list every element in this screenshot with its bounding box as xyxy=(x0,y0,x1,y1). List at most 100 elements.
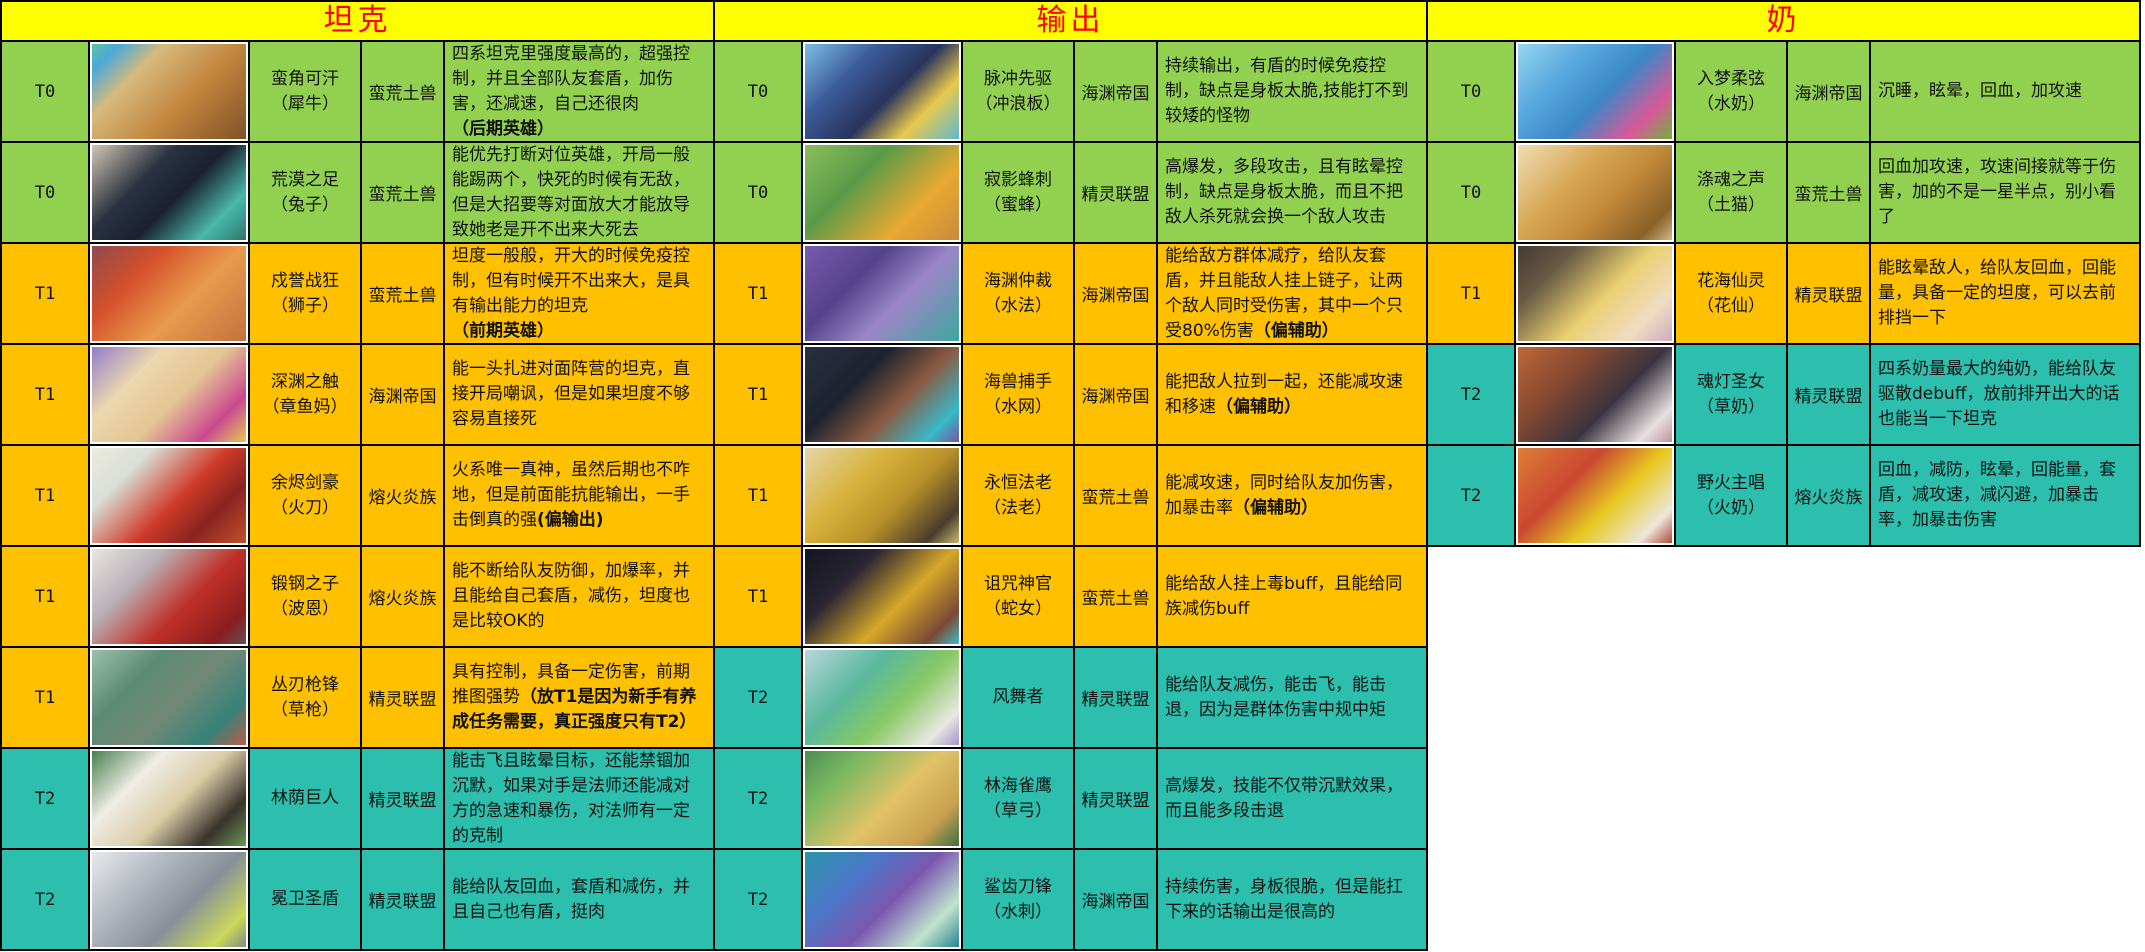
character-portrait xyxy=(1516,143,1674,242)
character-name: 鲨齿刀锋 （水刺） xyxy=(963,850,1073,949)
description-text: 回血加攻速，攻速间接就等于伤害，加的不是一星半点，别小看了 xyxy=(1878,157,2116,227)
name-alias: （草枪） xyxy=(271,699,339,720)
character-portrait xyxy=(1516,446,1674,545)
name-text: 鲨齿刀锋 xyxy=(984,876,1052,897)
faction-label: 精灵联盟 xyxy=(1788,345,1869,444)
tier-label: T1 xyxy=(2,446,88,545)
character-name: 锻钢之子 （波恩） xyxy=(250,547,360,646)
faction-label: 精灵联盟 xyxy=(1075,648,1156,747)
faction-label: 蛮荒土兽 xyxy=(362,42,443,141)
description-cell: 能减攻速，同时给队友加伤害，加暴击率（偏辅助） xyxy=(1158,446,1426,545)
name-text: 涤魂之声 xyxy=(1697,169,1765,190)
name-text: 林海雀鹰 xyxy=(984,775,1052,796)
character-portrait xyxy=(90,244,248,343)
character-portrait xyxy=(803,648,961,747)
description-text: 坦度一般般，开大的时候免疫控制，但有时候开不出来大，是具有输出能力的坦克 xyxy=(452,245,690,316)
description-bold: （偏辅助） xyxy=(1253,320,1339,341)
faction-label: 熔火炎族 xyxy=(1788,446,1869,545)
character-portrait xyxy=(803,345,961,444)
character-portrait xyxy=(1516,345,1674,444)
character-portrait xyxy=(90,345,248,444)
faction-label: 蛮荒土兽 xyxy=(1075,547,1156,646)
description-cell: 能不断给队友防御，加爆率，并且能给自己套盾，减伤，坦度也是比较OK的 xyxy=(445,547,713,646)
tier-label: T1 xyxy=(715,244,801,343)
tier-label: T0 xyxy=(2,42,88,141)
character-portrait xyxy=(90,42,248,141)
name-alias: （蜜蜂） xyxy=(984,194,1052,215)
description-text: 能给队友减伤，能击飞，能击退，因为是群体伤害中规中矩 xyxy=(1165,674,1386,720)
description-text: 能给敌人挂上毒buff，且能给同族减伤buff xyxy=(1165,573,1403,619)
description-cell: 坦度一般般，开大的时候免疫控制，但有时候开不出来大，是具有输出能力的坦克 （前期… xyxy=(445,244,713,343)
name-text: 戍誉战狂 xyxy=(271,270,339,291)
tier-label: T1 xyxy=(1428,244,1514,343)
name-alias: （兔子） xyxy=(271,194,339,215)
description-cell: 能给敌人挂上毒buff，且能给同族减伤buff xyxy=(1158,547,1426,646)
name-alias: （花仙） xyxy=(1697,295,1765,316)
character-portrait xyxy=(803,143,961,242)
tier-label: T1 xyxy=(2,345,88,444)
name-alias: （狮子） xyxy=(271,295,339,316)
character-portrait xyxy=(1516,42,1674,141)
name-text: 深渊之触 xyxy=(271,371,339,392)
name-alias: （冲浪板） xyxy=(975,93,1061,114)
description-text: 高爆发，多段攻击，且有眩晕控制，缺点是身板太脆，而且不把敌人杀死就会换一个敌人攻… xyxy=(1165,157,1403,227)
section-healer: 奶 T0 入梦柔弦 （水奶） 海渊帝国 沉睡，眩晕，回血，加攻速 T0 涤魂之声 （… xyxy=(1426,0,2141,547)
character-portrait xyxy=(803,547,961,646)
name-text: 冕卫圣盾 xyxy=(271,889,339,909)
faction-label: 海渊帝国 xyxy=(1075,42,1156,141)
name-text: 野火主唱 xyxy=(1697,472,1765,493)
character-name: 永恒法老 （法老） xyxy=(963,446,1073,545)
name-text: 魂灯圣女 xyxy=(1697,371,1765,392)
description-text: 沉睡，眩晕，回血，加攻速 xyxy=(1878,81,2082,101)
faction-label: 蛮荒土兽 xyxy=(1075,446,1156,545)
section-title-tank: 坦克 xyxy=(2,2,713,40)
faction-label: 海渊帝国 xyxy=(362,345,443,444)
name-alias: （章鱼妈） xyxy=(262,396,348,417)
description-text: 持续输出，有盾的时候免疫控制，缺点是身板太脆,技能打不到较矮的怪物 xyxy=(1165,56,1409,126)
faction-label: 海渊帝国 xyxy=(1075,850,1156,949)
name-alias: （波恩） xyxy=(271,598,339,619)
description-text: 回血，减防，眩晕，回能量，套盾，减攻速，减闪避，加暴击率，加暴击伤害 xyxy=(1878,460,2116,530)
name-text: 寂影蜂刺 xyxy=(984,169,1052,190)
description-text: 能击飞且眩晕目标，还能禁锢加沉默，如果对手是法师还能减对方的急速和暴伤，对法师有… xyxy=(452,750,690,846)
faction-label: 精灵联盟 xyxy=(1075,143,1156,242)
tier-label: T2 xyxy=(715,749,801,848)
tier-label: T1 xyxy=(715,345,801,444)
tier-label: T0 xyxy=(1428,143,1514,242)
description-text: 能减攻速，同时给队友加伤害，加暴击率 xyxy=(1165,472,1403,518)
description-cell: 四系坦克里强度最高的，超强控制，并且全部队友套盾，加伤害，还减速，自己还很肉 （… xyxy=(445,42,713,141)
character-portrait xyxy=(90,749,248,848)
section-title-dps: 输出 xyxy=(715,2,1426,40)
name-alias: （法老） xyxy=(984,497,1052,518)
description-bold: （放T1是因为新手有养成任务需要，真正强度只有T2） xyxy=(452,687,697,732)
tier-label: T0 xyxy=(715,42,801,141)
faction-label: 海渊帝国 xyxy=(1788,42,1869,141)
character-portrait xyxy=(90,547,248,646)
tier-label: T2 xyxy=(1428,446,1514,545)
character-portrait xyxy=(90,143,248,242)
description-cell: 具有控制，具备一定伤害，前期推图强势（放T1是因为新手有养成任务需要，真正强度只… xyxy=(445,648,713,747)
character-name: 余烬剑豪 （火刀） xyxy=(250,446,360,545)
faction-label: 蛮荒土兽 xyxy=(362,143,443,242)
description-bold: (偏输出) xyxy=(537,510,604,530)
description-text: 持续伤害，身板很脆，但是能扛下来的话输出是很高的 xyxy=(1165,876,1403,922)
name-text: 海渊仲裁 xyxy=(984,270,1052,291)
character-portrait xyxy=(803,850,961,949)
name-text: 永恒法老 xyxy=(984,472,1052,493)
character-portrait xyxy=(90,850,248,949)
name-text: 花海仙灵 xyxy=(1697,270,1765,291)
tier-label: T1 xyxy=(2,547,88,646)
description-cell: 沉睡，眩晕，回血，加攻速 xyxy=(1871,42,2139,141)
description-text: 能给敌方群体减疗，给队友套盾，并且能敌人挂上链子，让两个敌人同时受伤害，其中一个… xyxy=(1165,245,1403,341)
character-name: 花海仙灵 （花仙） xyxy=(1676,244,1786,343)
character-name: 荒漠之足 （兔子） xyxy=(250,143,360,242)
name-text: 诅咒神官 xyxy=(984,573,1052,594)
name-text: 荒漠之足 xyxy=(271,169,339,190)
tier-label: T1 xyxy=(715,547,801,646)
description-cell: 能给队友回血，套盾和减伤，并且自己也有盾，挺肉 xyxy=(445,850,713,949)
character-name: 寂影蜂刺 （蜜蜂） xyxy=(963,143,1073,242)
character-name: 脉冲先驱 （冲浪板） xyxy=(963,42,1073,141)
character-portrait xyxy=(90,648,248,747)
description-cell: 高爆发，多段攻击，且有眩晕控制，缺点是身板太脆，而且不把敌人杀死就会换一个敌人攻… xyxy=(1158,143,1426,242)
name-text: 丛刃枪锋 xyxy=(271,674,339,695)
